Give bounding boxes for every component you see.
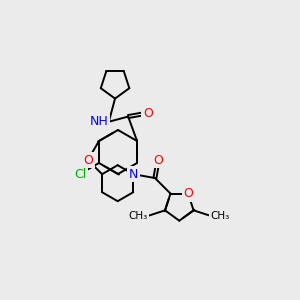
Text: NH: NH	[90, 115, 109, 128]
Text: Cl: Cl	[74, 167, 86, 181]
Text: O: O	[183, 187, 193, 200]
Text: N: N	[129, 168, 138, 181]
Text: O: O	[143, 106, 153, 120]
Text: CH₃: CH₃	[211, 211, 230, 221]
Text: O: O	[83, 154, 93, 166]
Text: O: O	[153, 154, 163, 167]
Text: CH₃: CH₃	[129, 211, 148, 221]
